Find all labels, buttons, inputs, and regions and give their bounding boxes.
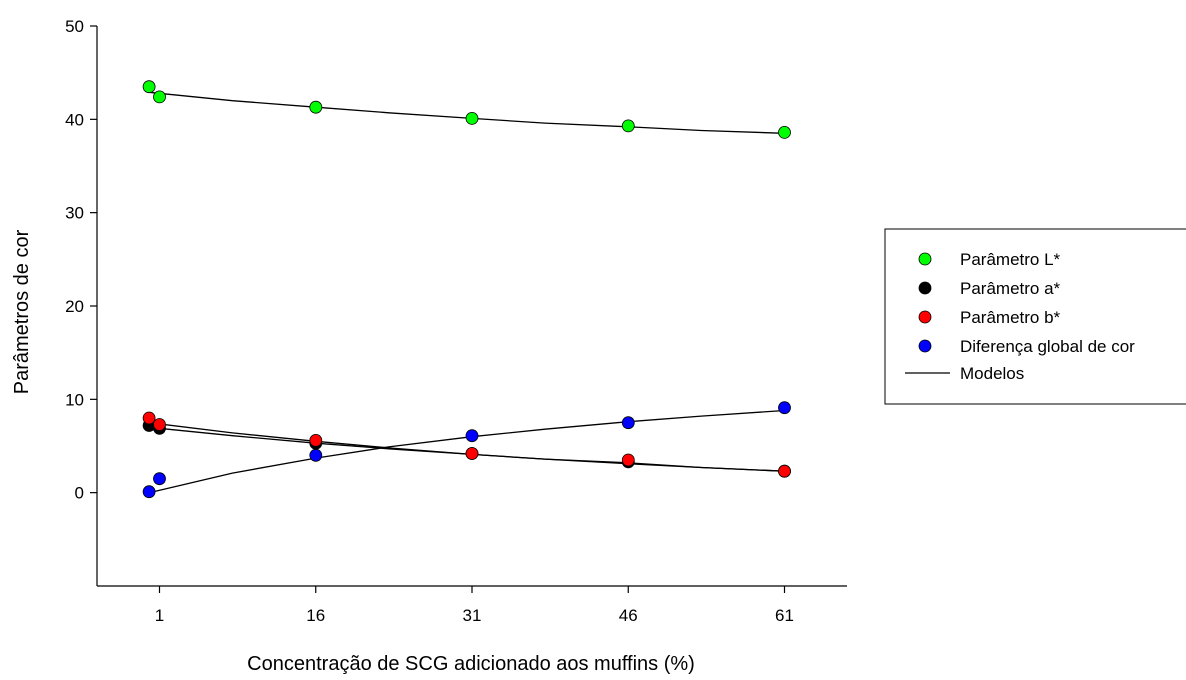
y-axis-title: Parâmetros de cor xyxy=(11,229,33,394)
axes xyxy=(96,26,847,587)
data-point xyxy=(309,433,323,447)
data-point xyxy=(153,472,166,486)
model-curve xyxy=(149,422,785,472)
data-point xyxy=(153,418,166,431)
legend-label: Parâmetro L* xyxy=(960,250,1061,269)
data-point xyxy=(153,90,166,104)
x-tick-label: 16 xyxy=(306,606,325,625)
data-point xyxy=(621,416,635,430)
data-point xyxy=(778,464,791,478)
y-tick-label: 10 xyxy=(65,390,84,409)
y-tick-label: 50 xyxy=(65,17,84,36)
x-axis-title: Concentração de SCG adicionado aos muffi… xyxy=(247,653,695,675)
legend-marker xyxy=(918,281,932,295)
data-point xyxy=(309,448,323,462)
data-point xyxy=(142,80,156,94)
data-point xyxy=(465,447,479,460)
data-points xyxy=(142,80,791,499)
legend-marker xyxy=(918,339,932,353)
y-tick-label: 40 xyxy=(65,110,84,129)
legend-label: Parâmetro b* xyxy=(960,308,1061,327)
legend: Parâmetro L* Parâmetro a* Parâmetro b* Dife… xyxy=(884,228,1186,405)
legend-model-label: Modelos xyxy=(960,364,1024,383)
data-point xyxy=(778,125,791,139)
data-point xyxy=(465,429,479,443)
data-point xyxy=(621,119,635,133)
ticks: 0 10 20 30 40 50 1 16 31 46 61 xyxy=(65,17,794,625)
data-point xyxy=(309,100,323,114)
y-tick-label: 0 xyxy=(75,484,84,503)
legend-marker xyxy=(918,310,932,324)
y-tick-label: 20 xyxy=(65,297,84,316)
legend-label: Diferença global de cor xyxy=(960,337,1135,356)
data-point xyxy=(465,112,479,125)
data-point xyxy=(778,401,791,415)
x-tick-label: 46 xyxy=(619,606,638,625)
legend-label: Parâmetro a* xyxy=(960,279,1061,298)
legend-box xyxy=(884,228,1186,405)
model-curve xyxy=(149,91,785,134)
x-tick-label: 1 xyxy=(155,606,164,625)
x-tick-label: 61 xyxy=(775,606,794,625)
x-tick-label: 31 xyxy=(463,606,482,625)
legend-marker xyxy=(918,252,932,266)
data-point xyxy=(142,485,156,499)
y-tick-label: 30 xyxy=(65,204,84,223)
data-point xyxy=(621,453,635,467)
data-point xyxy=(142,411,156,425)
